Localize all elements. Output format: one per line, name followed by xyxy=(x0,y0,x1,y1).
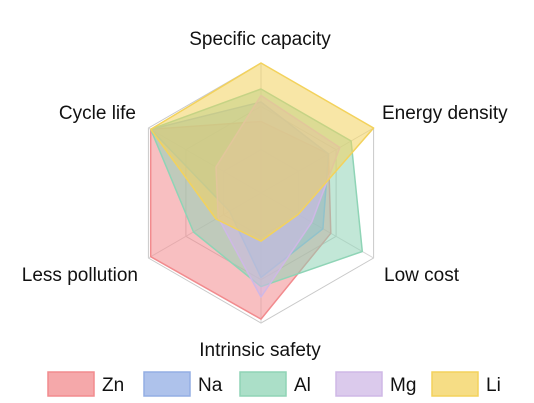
legend: Zn Na Al Mg Li xyxy=(47,371,501,397)
legend-label-mg: Mg xyxy=(390,375,416,396)
legend-swatch-mg xyxy=(335,371,383,397)
series-area-li xyxy=(149,62,375,242)
radar-series xyxy=(149,62,375,320)
axis-label-cycle-life: Cycle life xyxy=(59,103,136,124)
legend-label-li: Li xyxy=(486,375,501,396)
legend-swatch-na xyxy=(143,371,191,397)
legend-swatch-li xyxy=(431,371,479,397)
axis-label-energy-density: Energy density xyxy=(382,103,508,124)
axis-label-less-pollution: Less pollution xyxy=(22,265,138,286)
axis-label-specific-capacity: Specific capacity xyxy=(189,29,331,50)
axis-label-intrinsic-safety: Intrinsic safety xyxy=(199,340,321,361)
legend-label-zn: Zn xyxy=(102,375,124,396)
legend-swatch-zn xyxy=(47,371,95,397)
legend-swatch-al xyxy=(239,371,287,397)
legend-label-na: Na xyxy=(198,375,223,396)
axis-label-low-cost: Low cost xyxy=(384,265,460,286)
legend-label-al: Al xyxy=(294,375,311,396)
